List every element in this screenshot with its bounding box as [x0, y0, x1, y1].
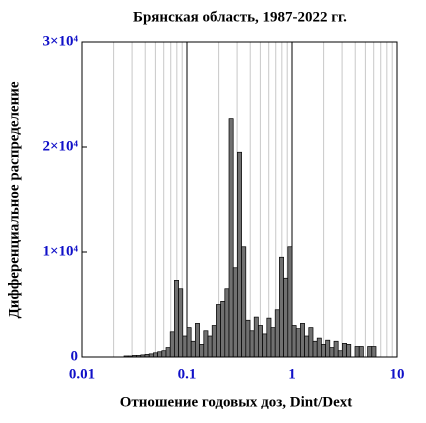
bar [165, 347, 171, 358]
bar [287, 246, 293, 358]
bar [161, 350, 167, 358]
bar [371, 346, 377, 358]
bar [182, 335, 188, 358]
bar [207, 335, 213, 358]
x-tick-label: 10 [390, 366, 405, 382]
bar [304, 335, 310, 358]
bar [237, 151, 242, 358]
bar [224, 288, 230, 358]
bar [358, 346, 364, 358]
y-tick-label: 1×10⁴ [42, 243, 78, 259]
bar [300, 323, 305, 358]
bar [354, 346, 360, 358]
y-tick-label: 3×10⁴ [42, 33, 78, 49]
bar [157, 351, 163, 358]
bar [321, 344, 326, 358]
bar [316, 337, 322, 358]
bar [312, 340, 318, 358]
bar [367, 346, 373, 358]
x-axis-label: Отношение годовых доз, Dint/Dext [120, 394, 353, 410]
chart-title: Брянская область, 1987-2022 гг. [133, 9, 347, 25]
bar [153, 352, 158, 358]
bar [190, 340, 196, 358]
bar [241, 246, 247, 358]
bar [249, 330, 255, 358]
bar [333, 340, 339, 358]
bar [342, 343, 347, 358]
bar [337, 350, 343, 358]
bar [258, 325, 263, 358]
bar [325, 339, 331, 358]
bar [262, 333, 268, 358]
y-axis-label: Дифференциальное распределение [6, 81, 22, 318]
bar [291, 325, 297, 358]
bar [279, 256, 284, 358]
x-tick-label: 1 [288, 366, 296, 382]
bar [199, 344, 205, 358]
bar [186, 327, 192, 358]
bar [253, 316, 259, 358]
bar [283, 277, 289, 358]
bar [329, 347, 335, 358]
bar [346, 344, 352, 358]
bar [211, 325, 217, 358]
bar [216, 304, 221, 358]
y-tick-label: 2×10⁴ [42, 138, 78, 154]
bar [245, 319, 251, 358]
bar [195, 323, 200, 358]
bar [232, 267, 238, 358]
bar [308, 327, 314, 358]
bar [203, 330, 209, 358]
bar [266, 317, 272, 358]
x-tick-label: 0.1 [178, 366, 197, 382]
bar [228, 118, 234, 358]
bar [274, 309, 280, 358]
bar [295, 328, 301, 358]
y-tick-label: 0 [71, 348, 79, 364]
plot-frame [81, 41, 398, 358]
bar [270, 327, 276, 358]
x-tick-label: 0.01 [69, 366, 95, 382]
bar [220, 301, 226, 358]
bar [169, 331, 175, 358]
bar [174, 280, 179, 358]
bar [178, 288, 184, 358]
